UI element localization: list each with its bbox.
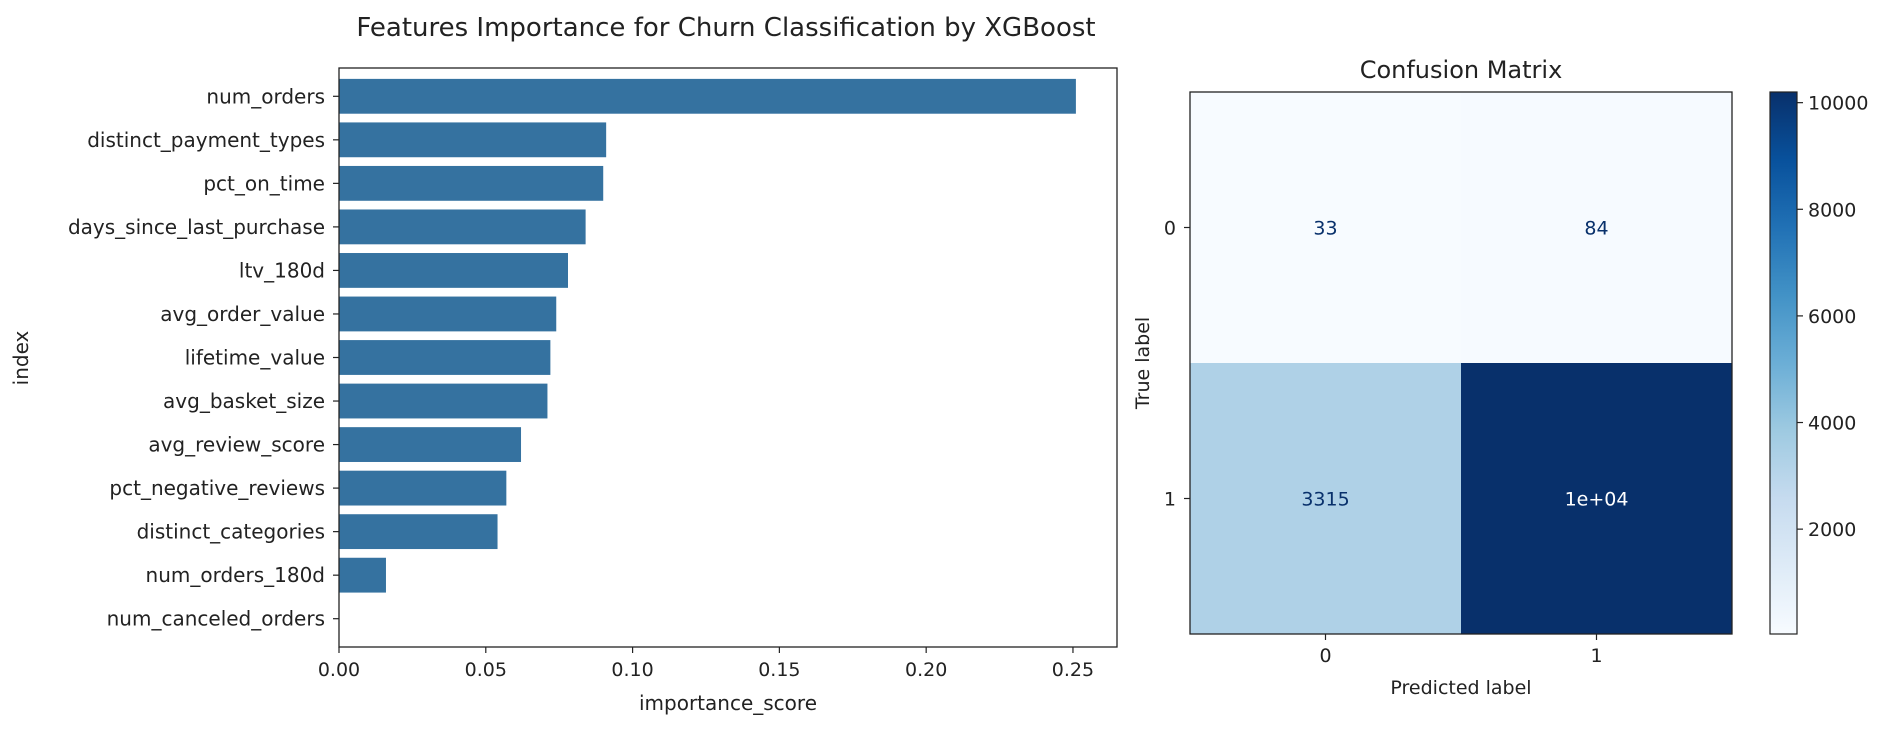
- cm-cell-1-0: [1190, 363, 1461, 634]
- cm-ytick-label: 0: [1164, 218, 1176, 240]
- confusion-matrix-cells: 33 84 3315 1e+04: [1190, 92, 1732, 634]
- ytick-label: pct_negative_reviews: [109, 476, 325, 500]
- cm-cell-label: 1e+04: [1565, 489, 1629, 511]
- cm-xtick-label: 1: [1590, 645, 1602, 667]
- cm-cell-0-0: [1190, 92, 1461, 363]
- xtick-label: 0.00: [318, 659, 360, 681]
- bar-avg_review_score: [339, 427, 522, 462]
- ytick-label: ltv_180d: [239, 258, 325, 282]
- colorbar-tick-label: 6000: [1808, 306, 1856, 328]
- bar-distinct_payment_types: [339, 122, 607, 158]
- bar-days_since_last_purchase: [339, 209, 586, 245]
- bar-chart-xlabel: importance_score: [639, 691, 817, 715]
- cm-ytick-label: 1: [1164, 489, 1176, 511]
- bar-pct_on_time: [339, 165, 604, 201]
- bar-lifetime_value: [339, 340, 551, 375]
- ytick-label: days_since_last_purchase: [68, 215, 325, 239]
- colorbar-tick-label: 4000: [1808, 413, 1856, 435]
- bar-ltv_180d: [339, 253, 568, 288]
- bar-chart-xticks: 0.00 0.05 0.10 0.15 0.20 0.25: [318, 647, 1094, 681]
- ytick-label: num_orders_180d: [146, 563, 325, 587]
- colorbar: [1769, 91, 1798, 635]
- colorbar-tick-label: 8000: [1808, 199, 1856, 221]
- bar-chart-title: Features Importance for Churn Classifica…: [356, 13, 1095, 43]
- bar-chart-ylabel: index: [9, 330, 33, 385]
- xtick-label: 0.15: [758, 659, 800, 681]
- ytick-label: distinct_categories: [137, 520, 325, 544]
- colorbar-tick-label: 10000: [1808, 93, 1868, 115]
- ytick-label: avg_review_score: [148, 433, 325, 457]
- bar-chart-bars: [339, 78, 1076, 593]
- bar-pct_negative_reviews: [339, 470, 507, 506]
- cm-cell-1-1: [1461, 363, 1732, 634]
- ytick-label: num_canceled_orders: [107, 607, 325, 631]
- bar-chart-frame: [338, 67, 1118, 648]
- bar-num_orders_180d: [339, 557, 386, 593]
- colorbar-ticks: 2000 4000 6000 8000 10000: [1797, 93, 1868, 541]
- ytick-label: avg_order_value: [160, 302, 325, 326]
- xtick-label: 0.20: [905, 659, 947, 681]
- ytick-label: avg_basket_size: [163, 389, 325, 413]
- xtick-label: 0.25: [1052, 659, 1094, 681]
- cm-cell-label: 84: [1584, 218, 1608, 240]
- cm-cell-0-1: [1461, 92, 1732, 363]
- ytick-label: lifetime_value: [185, 346, 325, 370]
- colorbar-tick-label: 2000: [1808, 519, 1856, 541]
- confusion-matrix-ylabel: True label: [1132, 317, 1154, 410]
- ytick-label: pct_on_time: [203, 171, 325, 195]
- xtick-label: 0.05: [465, 659, 507, 681]
- bar-avg_order_value: [339, 296, 557, 332]
- confusion-matrix-title: Confusion Matrix: [1360, 56, 1563, 84]
- cm-cell-label: 33: [1313, 218, 1337, 240]
- bar-distinct_categories: [339, 514, 498, 550]
- cm-xtick-label: 0: [1319, 645, 1331, 667]
- xtick-label: 0.10: [611, 659, 653, 681]
- bar-avg_basket_size: [339, 383, 548, 419]
- bar-num_orders: [339, 78, 1076, 114]
- ytick-label: num_orders: [206, 84, 325, 108]
- ytick-label: distinct_payment_types: [87, 128, 325, 152]
- confusion-matrix-xlabel: Predicted label: [1390, 677, 1531, 699]
- bar-chart-yticks: num_orders distinct_payment_types pct_on_t…: [68, 84, 339, 631]
- confusion-matrix-ticks: 0 1 0 1: [1164, 218, 1603, 668]
- confusion-matrix-frame: [1189, 91, 1733, 635]
- cm-cell-label: 3315: [1301, 489, 1349, 511]
